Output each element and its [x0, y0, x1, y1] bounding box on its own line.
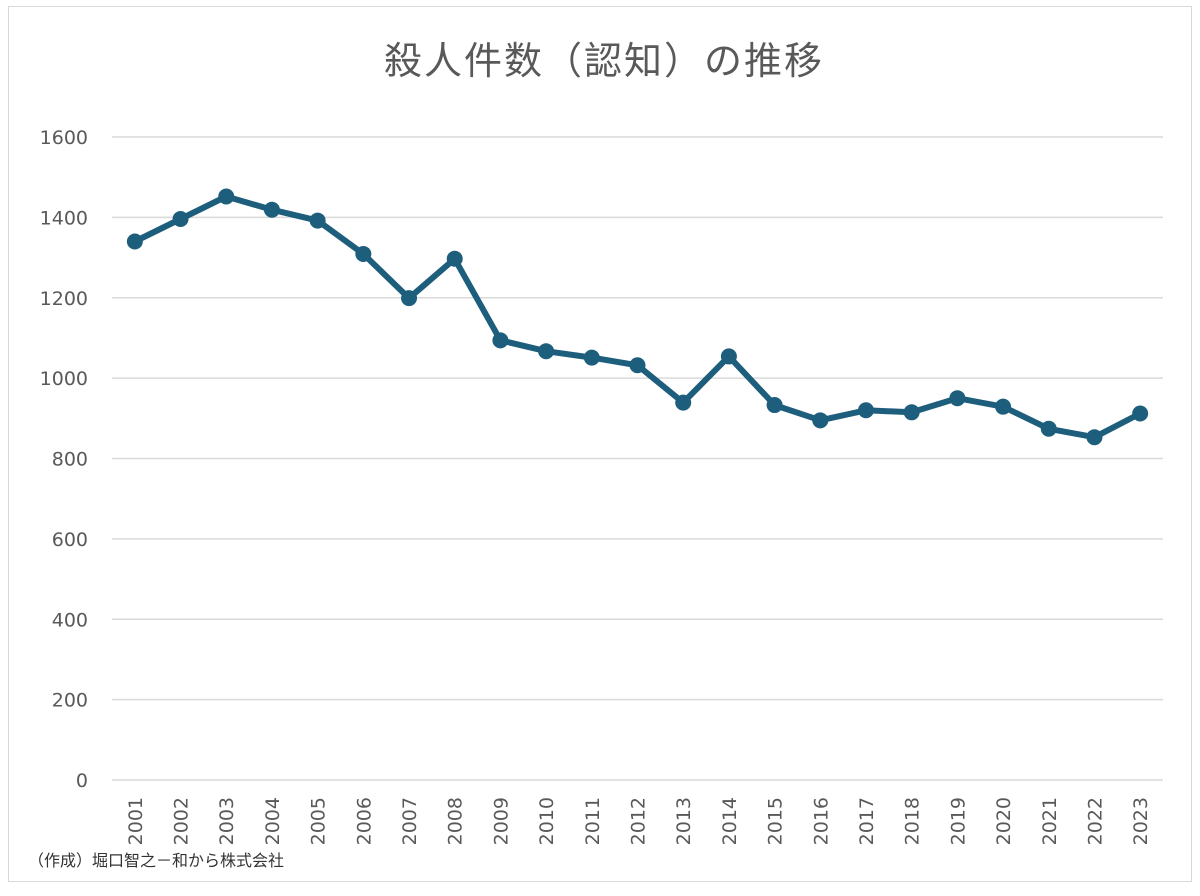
x-tick-label: 2014	[719, 797, 741, 845]
x-tick-label: 2023	[1130, 797, 1152, 845]
y-tick-label: 1000	[40, 368, 88, 390]
data-point-2017	[857, 402, 874, 419]
y-tick-label: 0	[76, 770, 88, 792]
data-point-2014	[720, 348, 737, 365]
x-tick-label: 2004	[262, 797, 284, 845]
x-tick-label: 2020	[993, 797, 1015, 845]
x-tick-label: 2012	[628, 797, 650, 845]
x-tick-label: 2015	[765, 797, 787, 845]
data-point-2018	[903, 404, 920, 421]
x-tick-label: 2019	[947, 797, 969, 845]
data-point-2013	[675, 394, 692, 411]
data-point-2008	[446, 250, 463, 267]
data-point-2004	[263, 201, 280, 218]
data-point-2020	[995, 398, 1012, 415]
x-tick-label: 2010	[536, 797, 558, 845]
gridlines	[112, 136, 1163, 781]
x-tick-label: 2018	[902, 797, 924, 845]
data-point-2023	[1132, 405, 1149, 422]
y-tick-label: 200	[52, 690, 88, 712]
data-point-2001	[126, 233, 143, 250]
x-tick-label: 2003	[216, 797, 238, 845]
y-tick-label: 1200	[40, 288, 88, 310]
y-axis-ticks: 0 200 400 600 800 1000 1200 1400 1600	[40, 127, 88, 792]
data-point-2003	[218, 188, 235, 205]
x-tick-label: 2005	[308, 797, 330, 845]
y-tick-label: 1400	[40, 207, 88, 229]
x-tick-label: 2009	[490, 797, 512, 845]
x-tick-label: 2001	[125, 797, 147, 845]
y-tick-label: 1600	[40, 127, 88, 149]
y-tick-label: 600	[52, 529, 88, 551]
data-point-2002	[172, 210, 189, 227]
x-tick-label: 2017	[856, 797, 878, 845]
x-tick-label: 2006	[353, 797, 375, 845]
x-tick-label: 2007	[399, 797, 421, 845]
data-point-2005	[309, 212, 326, 229]
data-point-2007	[401, 290, 418, 307]
x-tick-label: 2011	[582, 797, 604, 845]
x-tick-label: 2013	[673, 797, 695, 845]
data-point-2012	[629, 357, 646, 374]
x-axis-ticks: 2001 2002 2003 2004 2005 2006 2007 2008 2009 2010…	[125, 797, 1152, 845]
x-tick-label: 2022	[1084, 797, 1106, 845]
y-tick-label: 800	[52, 449, 88, 471]
data-point-2009	[492, 332, 509, 349]
series-layer	[126, 188, 1149, 446]
data-point-2010	[538, 343, 555, 360]
source-note: （作成）堀口智之－和から株式会社	[28, 851, 284, 870]
data-point-2006	[355, 245, 372, 262]
data-point-2015	[766, 397, 783, 414]
data-point-2022	[1086, 429, 1103, 446]
data-point-2016	[812, 412, 829, 429]
x-tick-label: 2016	[810, 797, 832, 845]
x-tick-label: 2002	[171, 797, 193, 845]
data-point-2019	[949, 390, 966, 407]
data-point-2011	[583, 349, 600, 366]
series-line	[131, 193, 1144, 441]
data-point-2021	[1040, 420, 1057, 437]
y-tick-label: 400	[52, 609, 88, 631]
x-tick-label: 2021	[1039, 797, 1061, 845]
chart-title: 殺人件数（認知）の推移	[384, 39, 824, 83]
x-tick-label: 2008	[445, 797, 467, 845]
chart-frame	[8, 6, 1192, 882]
